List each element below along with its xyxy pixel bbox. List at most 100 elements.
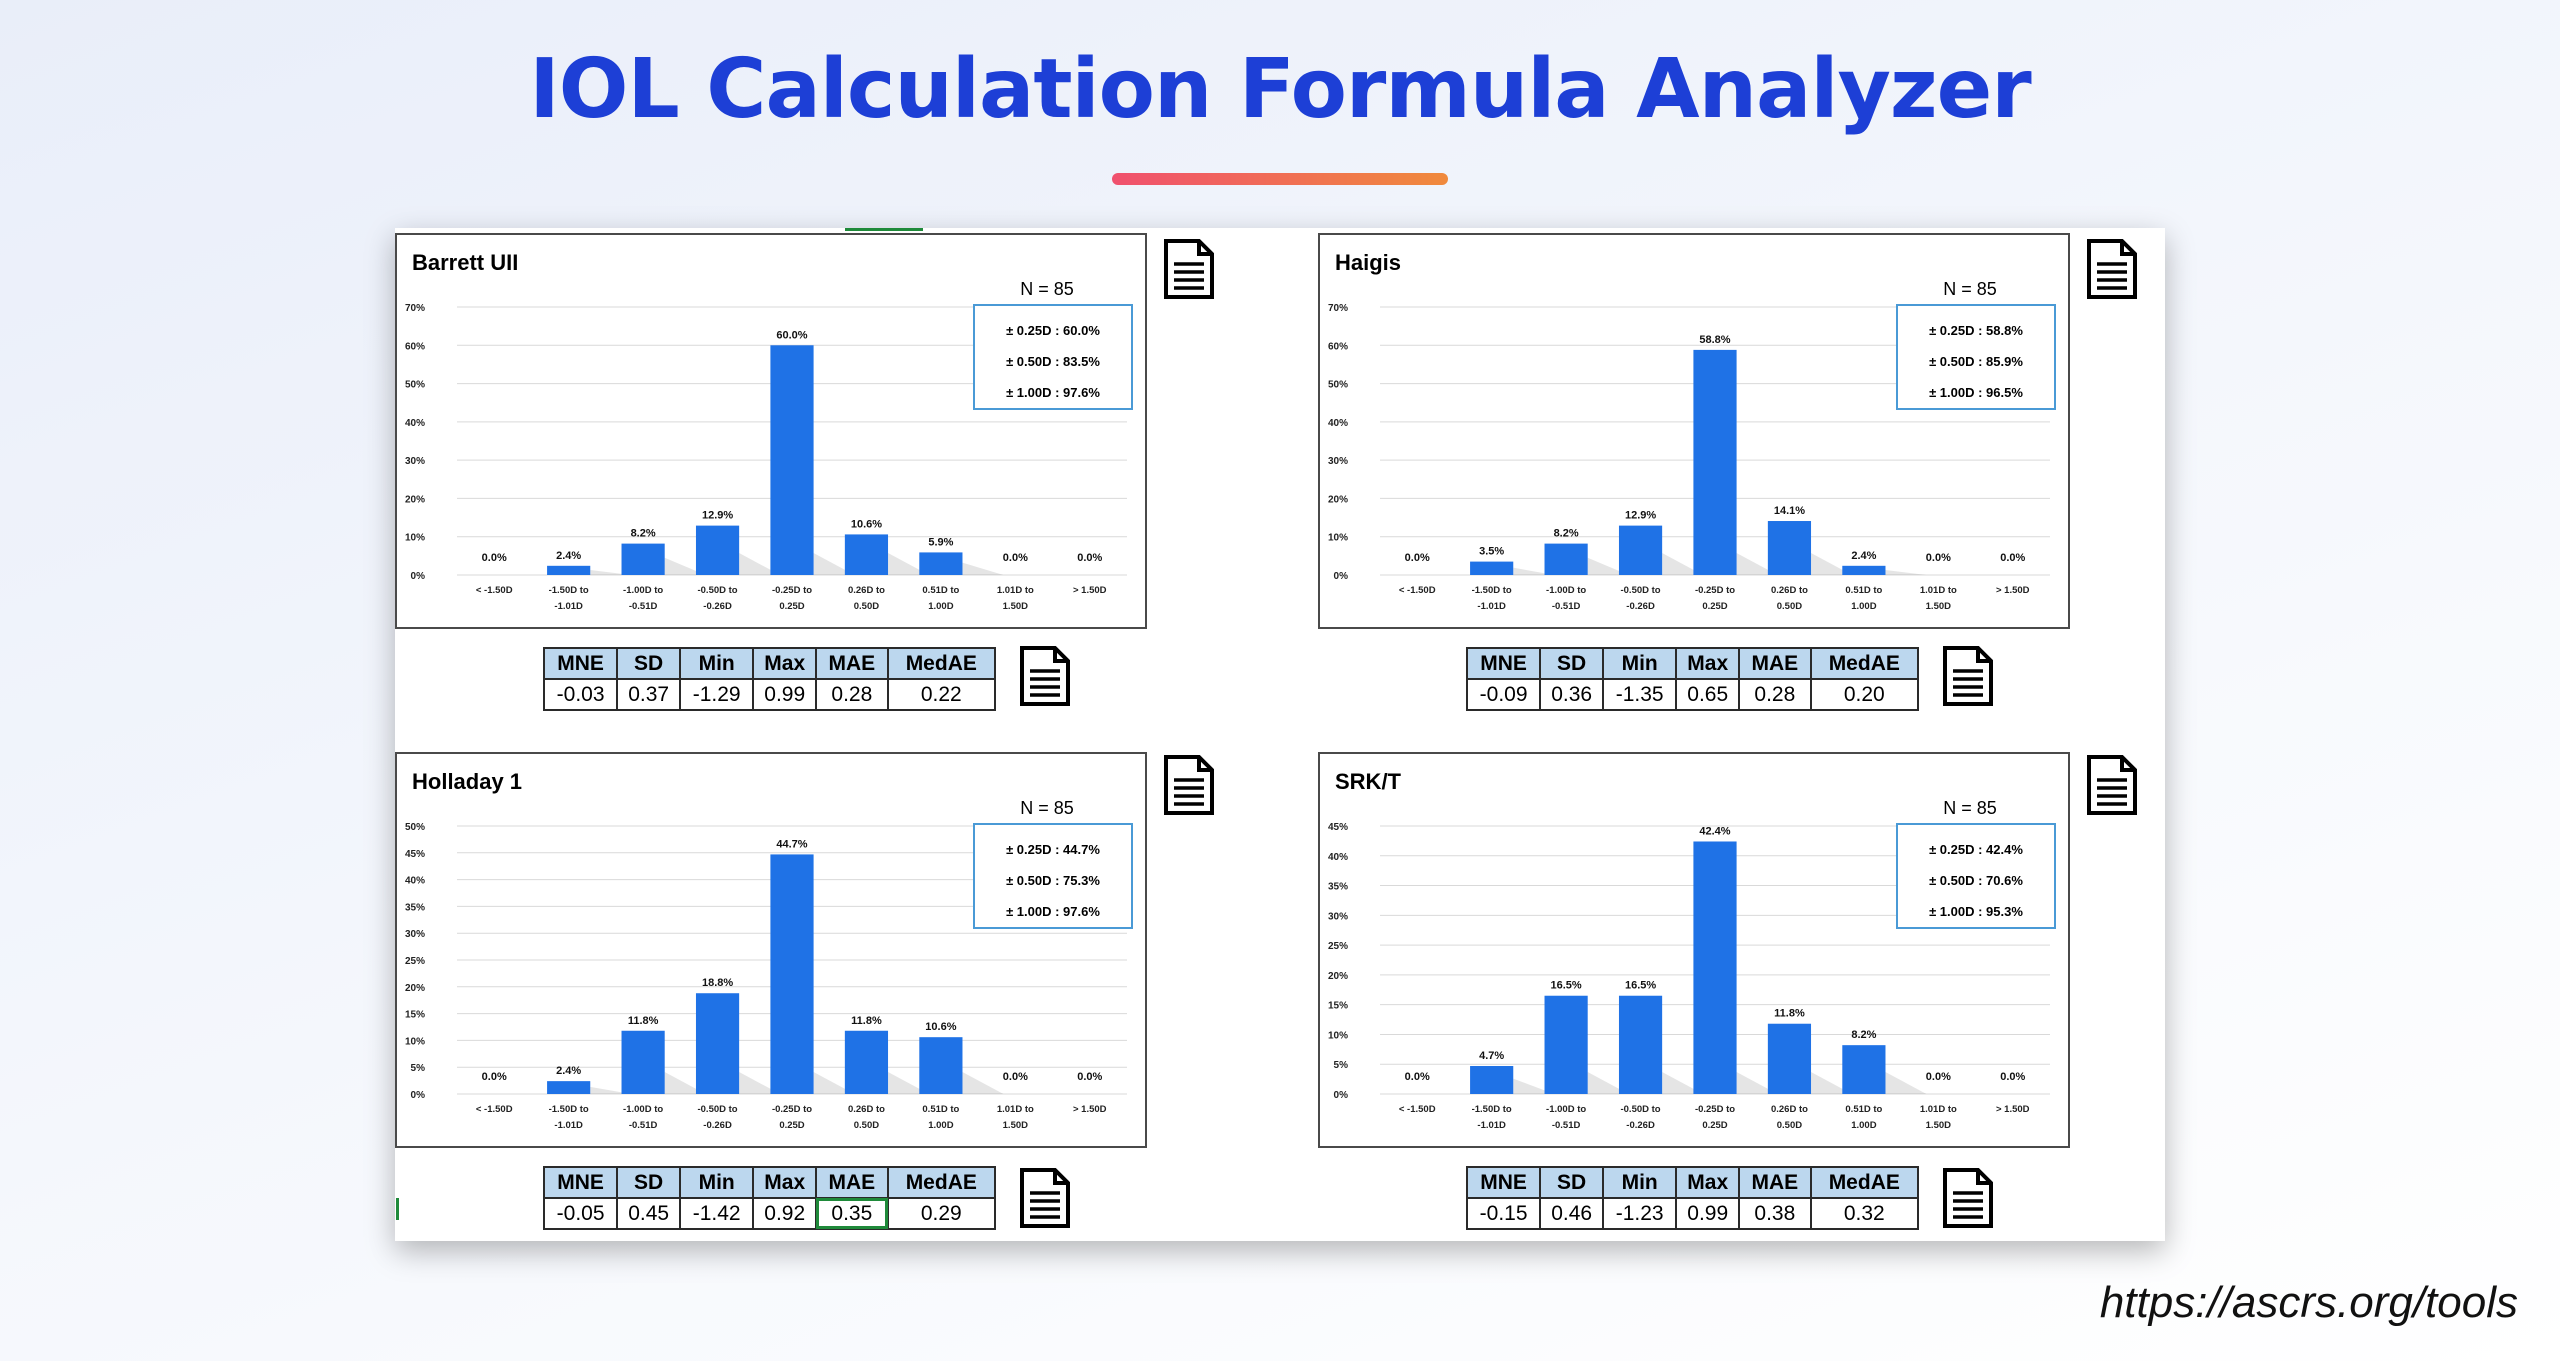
summary-line: ± 1.00D : 97.6% [1006,904,1100,919]
data-label: 14.1% [1774,505,1805,517]
stats-header-cell: MedAE [886,647,997,680]
document-icon[interactable] [1942,645,1994,707]
holladay-1-chart-svg: Holladay 1 0% 5% 10% 15% 20% 25% 30% 35% 40% 45% 50… [405,769,1133,1131]
data-label: 0.0% [1077,552,1102,564]
stats-table-barrett-uii: MNE SD Min Max MAE MedAE -0.03 0.37 -1.29 0.99 0.2… [542,647,997,711]
stats-value-cell[interactable]: 0.20 [1809,678,1920,711]
document-icon[interactable] [2086,238,2138,300]
bar [621,543,665,575]
data-label: 0.0% [1405,552,1430,564]
chart-barrett-uii[interactable]: Barrett UII 0% 10% 20% 30% 40% 50% 60% 70% 0.0% < … [395,233,1147,629]
bar [919,552,963,575]
bar-shadow [1587,1072,1629,1094]
stats-value-cell[interactable]: 0.99 [1675,1197,1741,1230]
stats-value-cell[interactable]: 0.28 [815,678,889,711]
stats-value-cell[interactable]: -1.35 [1602,678,1678,711]
x-tick-label: < -1.50D [476,585,513,596]
srk-t-chart-svg: SRK/T 0% 5% 10% 15% 20% 25% 30% 35% 40% 45% 0.0% < -… [1328,769,2056,1131]
y-tick-label: 70% [1328,303,1348,314]
stats-header-row: MNE SD Min Max MAE MedAE [542,647,997,680]
stats-value-cell[interactable]: 0.22 [886,678,997,711]
n-label: N = 85 [1943,798,1997,818]
n-label: N = 85 [1943,279,1997,299]
data-label: 16.5% [1625,980,1656,992]
stats-value-cell[interactable]: 0.45 [616,1197,682,1230]
y-tick-label: 40% [1328,852,1348,863]
stats-header-cell: MAE [1738,647,1812,680]
y-tick-label: 5% [1334,1060,1349,1071]
document-icon[interactable] [1019,645,1071,707]
stats-value-cell[interactable]: 0.65 [1675,678,1741,711]
stats-value-cell[interactable]: -0.15 [1465,1197,1542,1230]
y-tick-label: 40% [405,876,425,887]
stats-value-row: -0.15 0.46 -1.23 0.99 0.38 0.32 [1465,1197,1920,1230]
data-label: 2.4% [556,1065,581,1077]
y-tick-label: 30% [405,929,425,940]
bar [1842,565,1886,575]
bar [844,1030,889,1094]
x-tick-label: -0.51D [629,1120,658,1131]
x-tick-label: -0.26D [703,601,732,612]
document-icon[interactable] [2086,754,2138,816]
x-tick-label: > 1.50D [1073,1104,1107,1115]
n-label: N = 85 [1020,798,1074,818]
chart-haigis[interactable]: Haigis 0% 10% 20% 30% 40% 50% 60% 70% 0.0% < -1.50… [1318,233,2070,629]
chart-srk-t[interactable]: SRK/T 0% 5% 10% 15% 20% 25% 30% 35% 40% 45% 0.0% < -… [1318,752,2070,1148]
document-icon[interactable] [1163,754,1215,816]
chart-holladay-1[interactable]: Holladay 1 0% 5% 10% 15% 20% 25% 30% 35% 40% 45% 50… [395,752,1147,1148]
stats-value-cell[interactable]: 0.46 [1539,1197,1605,1230]
y-tick-label: 20% [1328,971,1348,982]
x-tick-label: > 1.50D [1073,585,1107,596]
stats-value-cell[interactable]: -0.09 [1465,678,1542,711]
document-icon[interactable] [1942,1167,1994,1229]
stats-header-cell: Max [752,1166,818,1199]
y-tick-label: 0% [1334,1090,1349,1101]
stats-header-cell: MedAE [886,1166,997,1199]
stats-value-cell[interactable]: 0.28 [1738,678,1812,711]
data-label: 10.6% [925,1021,956,1033]
bar-shadow [590,1086,632,1094]
stats-header-cell: Max [1675,1166,1741,1199]
x-tick-label: -0.51D [1552,601,1581,612]
document-icon[interactable] [1163,238,1215,300]
stats-table-holladay-1: MNE SD Min Max MAE MedAE -0.05 0.45 -1.42 0.92 0.3… [542,1166,997,1230]
stats-value-cell[interactable]: -1.29 [679,678,755,711]
stats-header-row: MNE SD Min Max MAE MedAE [542,1166,997,1199]
data-label: 44.7% [776,838,807,850]
bar [770,854,814,1094]
footer-url[interactable]: https://ascrs.org/tools [2099,1278,2518,1327]
stats-header-cell: MAE [1738,1166,1812,1199]
y-tick-label: 10% [1328,533,1348,544]
stats-value-row: -0.03 0.37 -1.29 0.99 0.28 0.22 [542,678,997,711]
bar [919,1037,963,1094]
data-label: 11.8% [628,1015,659,1027]
data-label: 3.5% [1479,546,1504,558]
x-tick-label: 0.51D to [922,1104,959,1115]
stats-value-cell[interactable]: 0.92 [752,1197,818,1230]
data-label: 16.5% [1551,980,1582,992]
data-label: 42.4% [1699,825,1730,837]
y-tick-label: 50% [1328,380,1348,391]
stats-value-cell[interactable]: 0.99 [752,678,818,711]
x-tick-label: -0.50D to [1620,585,1660,596]
stats-value-cell[interactable]: 0.29 [886,1197,997,1230]
bar [1842,1045,1886,1094]
stats-value-cell[interactable]: 0.35 [815,1197,889,1230]
document-icon[interactable] [1019,1167,1071,1229]
stats-value-cell[interactable]: -1.42 [679,1197,755,1230]
stats-value-cell[interactable]: -0.03 [542,678,619,711]
y-tick-label: 60% [1328,341,1348,352]
stats-header-cell: SD [1539,647,1605,680]
x-tick-label: -1.50D to [1472,1104,1512,1115]
stats-value-cell[interactable]: 0.32 [1809,1197,1920,1230]
x-tick-label: 0.25D [1702,601,1727,612]
stats-value-cell[interactable]: 0.37 [616,678,682,711]
stats-table-haigis: MNE SD Min Max MAE MedAE -0.09 0.36 -1.35 0.65 0.2… [1465,647,1920,711]
stats-value-cell[interactable]: -1.23 [1602,1197,1678,1230]
stats-header-cell: MNE [1465,1166,1542,1199]
chart-title: Holladay 1 [412,769,522,794]
stats-value-cell[interactable]: 0.36 [1539,678,1605,711]
x-tick-label: < -1.50D [1399,585,1436,596]
stats-value-cell[interactable]: -0.05 [542,1197,619,1230]
stats-value-cell[interactable]: 0.38 [1738,1197,1812,1230]
